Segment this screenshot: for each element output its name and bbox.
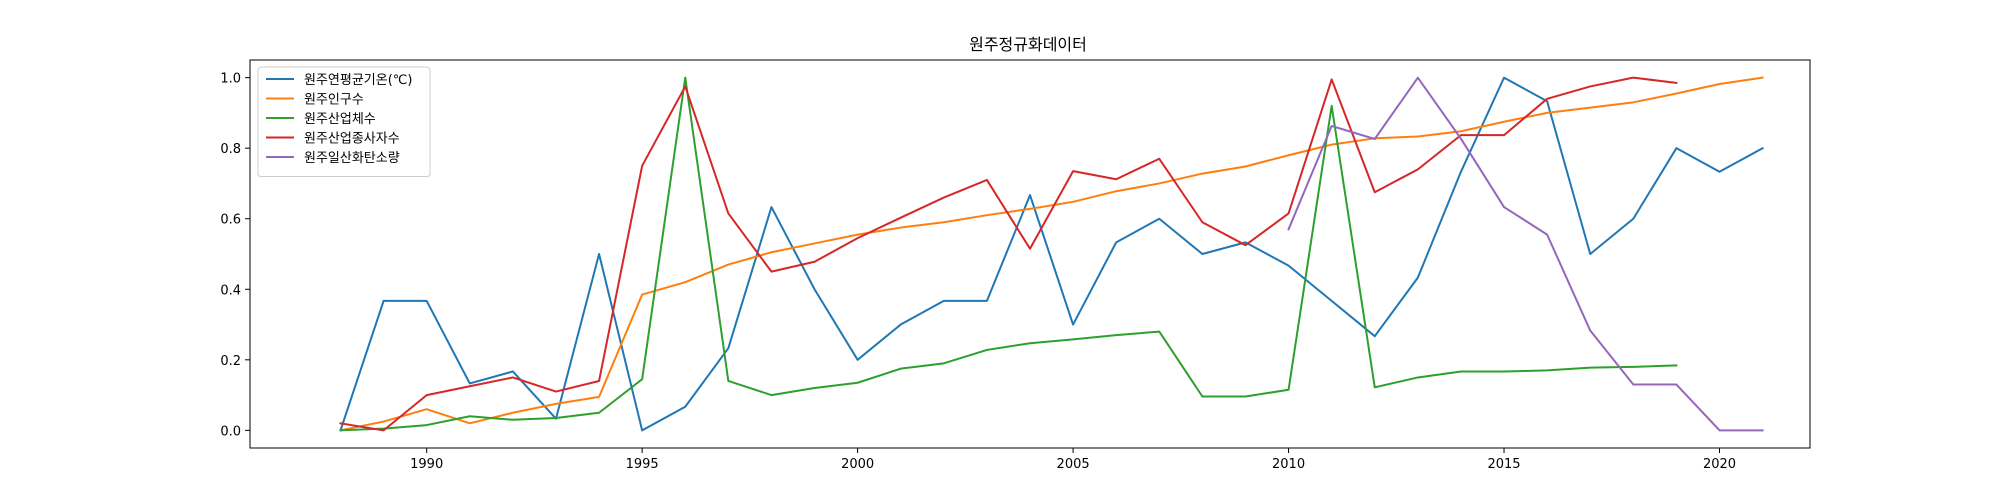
x-tick-label: 2020 — [1703, 457, 1736, 472]
axis-layer: 1990 1995 2000 2005 2010 2015 2020 0.0 0.2 0.4 0.6… — [220, 72, 1736, 472]
y-tick-label: 0.0 — [220, 424, 241, 439]
y-tick-label: 0.8 — [220, 142, 241, 157]
y-tick-label: 1.0 — [220, 72, 241, 87]
x-tick-label: 2010 — [1272, 457, 1305, 472]
chart-title: 원주정규화데이터 — [969, 35, 1087, 54]
legend-label-0: 원주연평균기온(℃) — [304, 73, 412, 88]
series-line-3 — [339, 76, 1678, 432]
legend-label-2: 원주산업체수 — [304, 112, 376, 127]
series-layer — [339, 76, 1764, 432]
legend-label-3: 원주산업종사자수 — [304, 132, 400, 147]
legend-box — [257, 66, 431, 177]
x-tick-label: 2005 — [1057, 457, 1090, 472]
series-line-4 — [1287, 76, 1764, 432]
y-tick-label: 0.6 — [220, 213, 241, 228]
x-tick-label: 1995 — [626, 457, 659, 472]
series-line-2 — [339, 76, 1678, 432]
x-tick-label: 2015 — [1487, 457, 1520, 472]
x-tick-label: 1990 — [410, 457, 443, 472]
plot-area-frame — [249, 59, 1811, 449]
x-tick-label: 2000 — [841, 457, 874, 472]
y-tick-label: 0.2 — [220, 354, 241, 369]
legend-label-4: 원주일산화탄소량 — [304, 151, 400, 166]
series-line-0 — [339, 76, 1764, 432]
legend-label-1: 원주인구수 — [304, 93, 364, 108]
y-tick-label: 0.4 — [220, 283, 241, 298]
